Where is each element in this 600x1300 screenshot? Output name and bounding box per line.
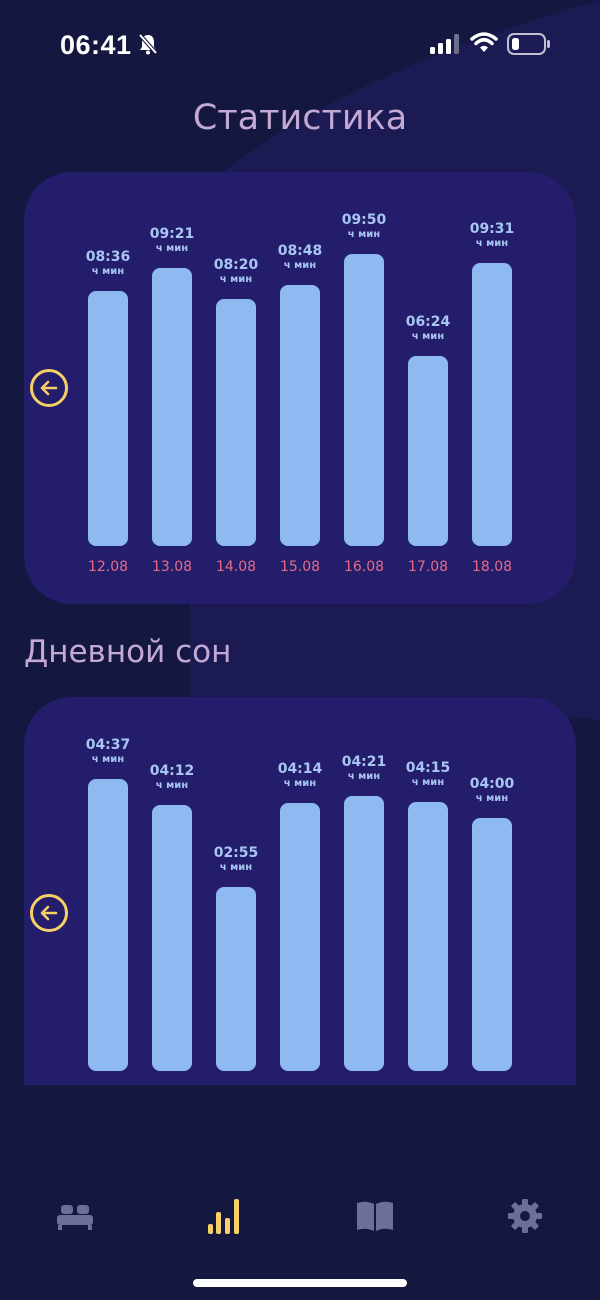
tab-sleep[interactable] xyxy=(55,1196,95,1236)
bar-unit: ч мин xyxy=(155,243,189,254)
wifi-icon xyxy=(470,32,498,52)
bell-muted-icon xyxy=(138,33,158,55)
status-time: 06:41 xyxy=(60,30,132,60)
stats-icon xyxy=(208,1199,239,1234)
bar-unit: ч мин xyxy=(283,778,317,789)
bar-unit: ч мин xyxy=(283,260,317,271)
bar-value-label: 04:15 ч мин xyxy=(388,760,468,790)
bar-value: 04:00 xyxy=(469,776,515,792)
bar-value-label: 04:00 ч мин xyxy=(452,776,532,806)
arrow-left-icon xyxy=(40,380,58,396)
bar-value-label: 04:37 ч мин xyxy=(68,737,148,767)
bar-unit: ч мин xyxy=(347,771,381,782)
home-indicator xyxy=(193,1279,407,1287)
status-bar: 06:41 xyxy=(0,0,600,90)
bar-value: 04:21 xyxy=(341,754,387,770)
bar-value: 04:12 xyxy=(149,763,195,779)
bar-value: 08:48 xyxy=(277,243,323,259)
bar[interactable] xyxy=(344,796,384,1071)
bar-unit: ч мин xyxy=(91,266,125,277)
date-tick-label: 17.08 xyxy=(407,559,449,575)
bar-unit: ч мин xyxy=(347,229,381,240)
bar[interactable] xyxy=(152,805,192,1071)
bar-unit: ч мин xyxy=(219,862,253,873)
bar-value: 08:36 xyxy=(85,249,131,265)
bar-unit: ч мин xyxy=(411,777,445,788)
day-prev-button[interactable] xyxy=(30,894,68,932)
bar-value-label: 04:21 ч мин xyxy=(324,754,404,784)
bar[interactable] xyxy=(408,802,448,1071)
bar-value-label: 09:21 ч мин xyxy=(132,226,212,256)
bar[interactable] xyxy=(152,268,192,546)
arrow-left-icon xyxy=(40,905,58,921)
bar-value-label: 06:24 ч мин xyxy=(388,314,468,344)
bar-value-label: 08:36 ч мин xyxy=(68,249,148,279)
bar-value-label: 09:50 ч мин xyxy=(324,212,404,242)
book-icon xyxy=(357,1201,393,1231)
bar-value: 04:37 xyxy=(85,737,131,753)
bar-value-label: 04:14 ч мин xyxy=(260,761,340,791)
bar-value-label: 09:31 ч мин xyxy=(452,221,532,251)
date-tick-label: 18.08 xyxy=(471,559,513,575)
tab-settings[interactable] xyxy=(505,1196,545,1236)
bar[interactable] xyxy=(280,285,320,546)
bar-unit: ч мин xyxy=(411,331,445,342)
bar[interactable] xyxy=(408,356,448,546)
bar-value: 02:55 xyxy=(213,845,259,861)
bar-value: 09:21 xyxy=(149,226,195,242)
bar-unit: ч мин xyxy=(91,754,125,765)
bar-value: 04:15 xyxy=(405,760,451,776)
bar-unit: ч мин xyxy=(155,780,189,791)
night-prev-button[interactable] xyxy=(30,369,68,407)
date-tick-label: 12.08 xyxy=(87,559,129,575)
date-tick-label: 13.08 xyxy=(151,559,193,575)
bar[interactable] xyxy=(88,291,128,546)
bar-value-label: 04:12 ч мин xyxy=(132,763,212,793)
bar-value: 06:24 xyxy=(405,314,451,330)
bar[interactable] xyxy=(344,254,384,546)
night-sleep-card: 08:36 ч мин 12.08 09:21 ч мин 13.08 08:20 ч мин… xyxy=(24,172,576,604)
bar[interactable] xyxy=(88,779,128,1071)
bar-unit: ч мин xyxy=(475,793,509,804)
bar-unit: ч мин xyxy=(475,238,509,249)
date-tick-label: 14.08 xyxy=(215,559,257,575)
day-sleep-title: Дневной сон xyxy=(24,634,232,670)
bar-value: 04:14 xyxy=(277,761,323,777)
date-tick-label: 15.08 xyxy=(279,559,321,575)
tab-bar xyxy=(0,1180,600,1250)
bar-value-label: 08:20 ч мин xyxy=(196,257,276,287)
day-sleep-card: 04:37 ч мин 04:12 ч мин 02:55 ч мин 04:14 ч мин… xyxy=(24,697,576,1085)
tab-statistics[interactable] xyxy=(204,1196,244,1236)
bar[interactable] xyxy=(216,299,256,546)
signal-icon xyxy=(430,34,459,54)
bar-value-label: 02:55 ч мин xyxy=(196,845,276,875)
bed-icon xyxy=(57,1205,93,1230)
bar[interactable] xyxy=(472,818,512,1071)
bar-value-label: 08:48 ч мин xyxy=(260,243,340,273)
gear-icon xyxy=(508,1199,542,1233)
bar[interactable] xyxy=(216,887,256,1071)
bar[interactable] xyxy=(472,263,512,546)
battery-icon xyxy=(507,33,550,55)
bar-unit: ч мин xyxy=(219,274,253,285)
bar-value: 09:50 xyxy=(341,212,387,228)
bar-value: 09:31 xyxy=(469,221,515,237)
date-tick-label: 16.08 xyxy=(343,559,385,575)
tab-library[interactable] xyxy=(355,1196,395,1236)
page-title: Статистика xyxy=(192,98,408,138)
bar-value: 08:20 xyxy=(213,257,259,273)
bar[interactable] xyxy=(280,803,320,1071)
